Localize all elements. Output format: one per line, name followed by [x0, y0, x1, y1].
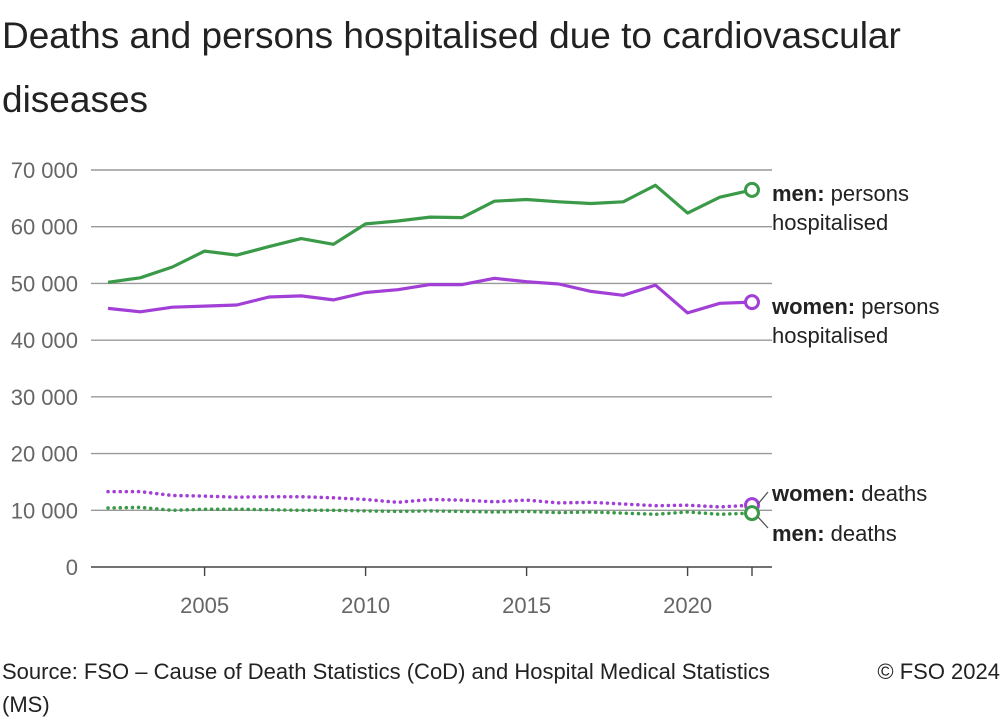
series-label-line2: hospitalised: [772, 210, 888, 235]
x-tick-label: 2020: [663, 593, 712, 618]
y-axis-tick-labels: 0 10 000 20 000 30 000 40 000 50 000 60 000 70 …: [11, 158, 78, 580]
series-label-text: deaths: [855, 481, 927, 506]
x-axis: 2005 2010 2015 2020: [180, 567, 753, 618]
series-line-2: [106, 489, 754, 509]
series-label-0: men: persons: [772, 181, 909, 206]
series-line-1: [107, 276, 753, 315]
series-end-marker-1: [744, 294, 760, 311]
y-tick-label: 10 000: [11, 498, 78, 523]
series-line-0: [107, 183, 753, 284]
x-tick-label: 2010: [341, 593, 390, 618]
x-tick-label: 2015: [502, 593, 551, 618]
series-end-marker-0: [744, 181, 760, 198]
series-label-bold: men:: [772, 181, 825, 206]
series-end-marker-3: [744, 505, 760, 522]
y-tick-label: 70 000: [11, 158, 78, 183]
series-label-2: women: deaths: [771, 481, 927, 506]
y-tick-label: 30 000: [11, 385, 78, 410]
y-tick-label: 0: [66, 555, 78, 580]
series-lines: [106, 181, 760, 522]
series-label-bold: men:: [772, 521, 825, 546]
y-tick-label: 50 000: [11, 271, 78, 296]
series-label-bold: women:: [771, 481, 855, 506]
series-label-text: deaths: [825, 521, 897, 546]
series-label-text: persons: [855, 294, 939, 319]
y-tick-label: 40 000: [11, 328, 78, 353]
y-tick-label: 20 000: [11, 442, 78, 467]
series-label-line2: hospitalised: [772, 323, 888, 348]
series-label-1: women: persons: [771, 294, 940, 319]
label-leader-line: [757, 516, 769, 529]
label-leader-line: [757, 491, 769, 505]
series-label-text: persons: [825, 181, 909, 206]
series-label-bold: women:: [771, 294, 855, 319]
copyright-note: © FSO 2024: [877, 659, 1000, 684]
series-label-3: men: deaths: [772, 521, 897, 546]
series-labels: men: persons hospitalised women: persons ho…: [757, 181, 940, 546]
chart-title: Deaths and persons hospitalised due to c…: [2, 15, 901, 120]
gridlines: [91, 169, 772, 568]
y-tick-label: 60 000: [11, 215, 78, 240]
x-tick-label: 2005: [180, 593, 229, 618]
source-note: Source: FSO – Cause of Death Statistics …: [2, 659, 770, 717]
series-line-3: [106, 505, 754, 517]
